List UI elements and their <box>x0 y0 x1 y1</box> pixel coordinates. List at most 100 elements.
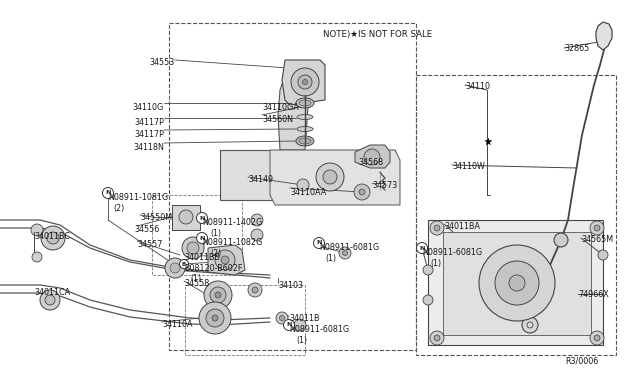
Circle shape <box>434 225 440 231</box>
Circle shape <box>215 292 221 298</box>
Circle shape <box>179 210 193 224</box>
Text: 34103: 34103 <box>278 281 303 290</box>
Text: N: N <box>199 215 205 221</box>
Circle shape <box>165 258 185 278</box>
Text: N08911-6081G: N08911-6081G <box>289 325 349 334</box>
Circle shape <box>554 233 568 247</box>
Text: 34011BC: 34011BC <box>34 232 70 241</box>
Text: N: N <box>106 190 111 196</box>
Circle shape <box>314 237 324 248</box>
Circle shape <box>522 317 538 333</box>
Circle shape <box>423 295 433 305</box>
Text: (2): (2) <box>210 249 221 258</box>
Circle shape <box>248 283 262 297</box>
Circle shape <box>342 250 348 256</box>
Circle shape <box>221 256 229 264</box>
Text: 34110AA: 34110AA <box>290 188 326 197</box>
Circle shape <box>179 260 189 269</box>
Text: N08911-1402G: N08911-1402G <box>202 218 262 227</box>
Text: B08120-B602F: B08120-B602F <box>184 264 243 273</box>
Text: (1): (1) <box>190 274 201 283</box>
Circle shape <box>417 243 428 253</box>
Ellipse shape <box>187 242 199 254</box>
Text: R3/0006: R3/0006 <box>566 356 599 365</box>
Text: B: B <box>182 262 186 266</box>
Circle shape <box>251 214 263 226</box>
Circle shape <box>276 312 288 324</box>
Circle shape <box>590 331 604 345</box>
Circle shape <box>297 179 309 191</box>
Circle shape <box>509 275 525 291</box>
Circle shape <box>47 232 59 244</box>
Text: 34558: 34558 <box>184 279 209 288</box>
Circle shape <box>280 315 285 321</box>
Text: (1): (1) <box>296 336 307 345</box>
Text: N08911-6081G: N08911-6081G <box>319 243 379 252</box>
Circle shape <box>41 226 65 250</box>
Circle shape <box>298 75 312 89</box>
Circle shape <box>40 290 60 310</box>
Circle shape <box>204 281 232 309</box>
Circle shape <box>323 170 337 184</box>
Polygon shape <box>220 150 395 200</box>
Circle shape <box>479 245 555 321</box>
Text: N: N <box>199 235 205 241</box>
Text: 34560N: 34560N <box>262 115 293 124</box>
Text: (1): (1) <box>430 259 441 268</box>
Text: ★: ★ <box>484 137 492 147</box>
Circle shape <box>359 189 365 195</box>
Circle shape <box>590 221 604 235</box>
Text: 34117P: 34117P <box>134 118 164 127</box>
Text: ★: ★ <box>484 137 492 147</box>
Circle shape <box>32 252 42 262</box>
Text: 34557: 34557 <box>137 240 163 249</box>
Polygon shape <box>355 145 390 168</box>
Text: 34011CA: 34011CA <box>34 288 70 297</box>
Circle shape <box>495 261 539 305</box>
Circle shape <box>594 225 600 231</box>
Text: 34110A: 34110A <box>162 320 193 329</box>
Text: 34110: 34110 <box>465 82 490 91</box>
Polygon shape <box>172 205 200 230</box>
Circle shape <box>354 184 370 200</box>
Text: 34568: 34568 <box>358 158 383 167</box>
Circle shape <box>316 163 344 191</box>
Circle shape <box>294 319 306 331</box>
Ellipse shape <box>296 136 314 146</box>
Polygon shape <box>208 245 245 275</box>
Circle shape <box>598 250 608 260</box>
Circle shape <box>196 212 207 224</box>
Circle shape <box>430 331 444 345</box>
Text: 34117P: 34117P <box>134 130 164 139</box>
Text: 34110G: 34110G <box>132 103 164 112</box>
Circle shape <box>303 80 307 84</box>
Text: 34110W: 34110W <box>452 162 485 171</box>
Circle shape <box>196 232 207 244</box>
Circle shape <box>206 309 224 327</box>
Circle shape <box>210 287 226 303</box>
Bar <box>416 75 616 355</box>
Text: (1): (1) <box>325 254 336 263</box>
Polygon shape <box>596 22 612 50</box>
Circle shape <box>423 265 433 275</box>
Text: 34553: 34553 <box>150 58 175 67</box>
Circle shape <box>45 295 55 305</box>
Ellipse shape <box>182 237 204 259</box>
Bar <box>428 220 603 345</box>
Circle shape <box>215 250 235 270</box>
Text: 34011BB: 34011BB <box>184 253 220 262</box>
Circle shape <box>284 320 294 330</box>
Text: N: N <box>316 241 322 246</box>
Text: 34556: 34556 <box>134 225 159 234</box>
Bar <box>169 23 416 350</box>
Circle shape <box>31 224 43 236</box>
Text: 34550M: 34550M <box>140 213 172 222</box>
Text: (1): (1) <box>210 229 221 238</box>
Text: 34118N: 34118N <box>133 143 164 152</box>
Circle shape <box>102 187 113 199</box>
Circle shape <box>594 335 600 341</box>
Circle shape <box>434 335 440 341</box>
Text: 34573: 34573 <box>372 181 397 190</box>
Circle shape <box>251 229 263 241</box>
Text: 34011BA: 34011BA <box>444 222 480 231</box>
